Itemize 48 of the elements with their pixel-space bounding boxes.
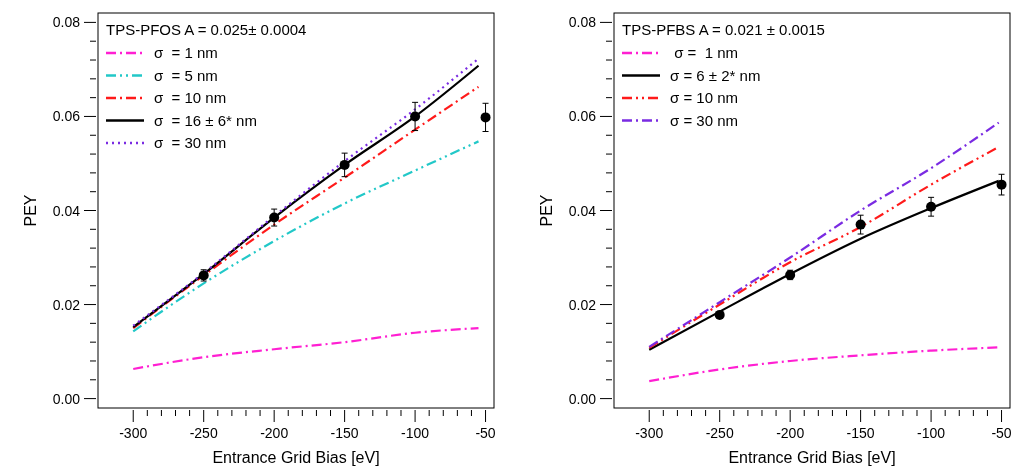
x-tick-label: -50	[991, 425, 1012, 441]
legend-label: σ = 1 nm	[154, 44, 218, 61]
y-tick-label: 0.08	[568, 14, 597, 31]
y-tick-label: 0.06	[568, 108, 597, 125]
x-tick-label: -150	[846, 425, 875, 441]
x-tick-label: -200	[260, 425, 289, 441]
point	[339, 159, 350, 170]
y-tick-label: 0.02	[52, 296, 81, 313]
y-tick-label: 0.04	[52, 202, 81, 219]
y-tick-label: 0.06	[52, 108, 81, 125]
x-axis-title: Entrance Grid Bias [eV]	[728, 449, 896, 466]
x-tick-label: -250	[189, 425, 218, 441]
legend-label: σ = 10 nm	[154, 89, 227, 106]
x-tick-label: -300	[635, 425, 664, 441]
x-tick-label: -50	[475, 425, 496, 441]
legend-label: σ = 5 nm	[154, 66, 218, 84]
point	[269, 212, 280, 223]
y-axis-title: PEY	[22, 194, 39, 227]
legend-title: TPS-PFBS A = 0.021 ± 0.0015	[622, 21, 825, 38]
point	[926, 201, 937, 212]
x-tick-label: -300	[119, 425, 148, 441]
x-axis-title: Entrance Grid Bias [eV]	[212, 449, 380, 466]
point	[480, 112, 491, 123]
legend-label: σ = 30 nm	[154, 134, 227, 151]
x-tick-label: -200	[776, 425, 805, 441]
legend-label: σ = 6 ± 2* nm	[670, 66, 761, 84]
x-tick-label: -100	[917, 425, 946, 441]
legend-label: σ = 1 nm	[670, 44, 739, 61]
legend-label: σ = 16 ± 6* nm	[154, 111, 257, 129]
y-tick-label: 0.00	[568, 390, 597, 407]
x-tick-label: -150	[330, 425, 359, 441]
line-series	[132, 140, 480, 333]
legend-label: σ = 10 nm	[670, 89, 739, 106]
y-axis-title: PEY	[538, 194, 555, 227]
y-tick-label: 0.02	[568, 296, 597, 313]
line-series	[132, 326, 480, 371]
y-tick-label: 0.00	[52, 390, 81, 407]
point	[855, 219, 866, 230]
point	[996, 179, 1007, 190]
point	[714, 309, 725, 320]
y-tick-label: 0.08	[52, 14, 81, 31]
x-tick-label: -250	[705, 425, 734, 441]
y-tick-label: 0.04	[568, 202, 597, 219]
legend-label: σ = 30 nm	[670, 111, 739, 129]
point	[410, 111, 421, 122]
legend-title: TPS-PFOS A = 0.025± 0.0004	[106, 21, 307, 38]
x-tick-label: -100	[401, 425, 430, 441]
line-series	[648, 346, 1000, 383]
